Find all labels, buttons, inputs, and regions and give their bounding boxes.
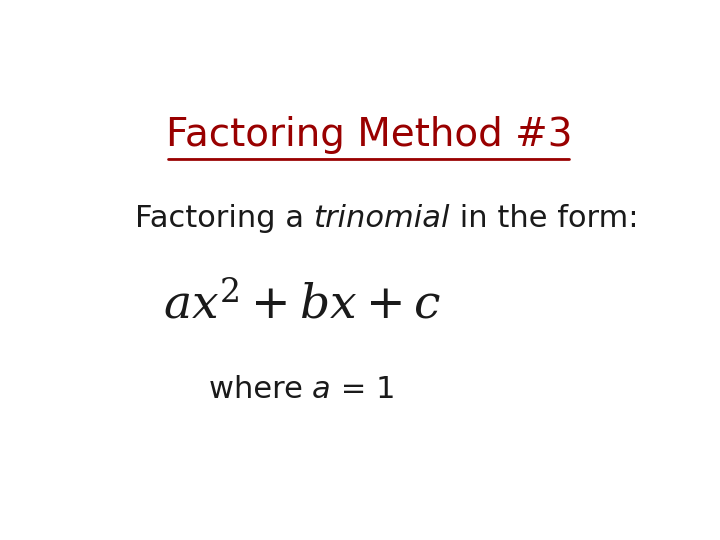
Text: in the form:: in the form: [450, 204, 639, 233]
Text: Factoring a: Factoring a [135, 204, 313, 233]
Text: Factoring Method #3: Factoring Method #3 [166, 117, 572, 154]
Text: = 1: = 1 [331, 375, 395, 403]
Text: a: a [312, 375, 331, 403]
Text: $ax^2 + bx + c$: $ax^2 + bx + c$ [163, 283, 441, 329]
Text: trinomial: trinomial [313, 204, 450, 233]
Text: where: where [209, 375, 312, 403]
